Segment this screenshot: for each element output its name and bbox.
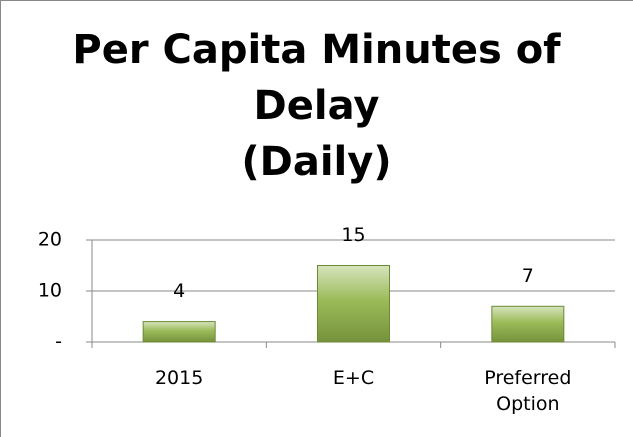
x-tick-label-box: Preferred Option — [484, 367, 572, 415]
bar — [491, 305, 565, 343]
bar — [317, 265, 390, 343]
y-tick-label: 20 — [38, 229, 62, 251]
bar — [142, 321, 216, 343]
chart-title: Per Capita Minutes of Delay (Daily) — [72, 27, 561, 185]
y-tick-label: - — [55, 331, 62, 353]
x-tick-label: 2015 — [154, 367, 204, 389]
data-label: 7 — [522, 265, 534, 287]
x-tick-label-box: E+C — [332, 367, 375, 389]
x-tick-label-box: 2015 — [154, 367, 204, 389]
x-tick-label: E+C — [332, 367, 375, 389]
data-label: 4 — [173, 280, 185, 302]
y-tick-label: 10 — [38, 280, 62, 302]
data-label: 15 — [341, 224, 365, 246]
x-tick-label: Preferred Option — [484, 367, 572, 415]
chart-title-box: Per Capita Minutes of Delay (Daily) — [72, 27, 561, 185]
